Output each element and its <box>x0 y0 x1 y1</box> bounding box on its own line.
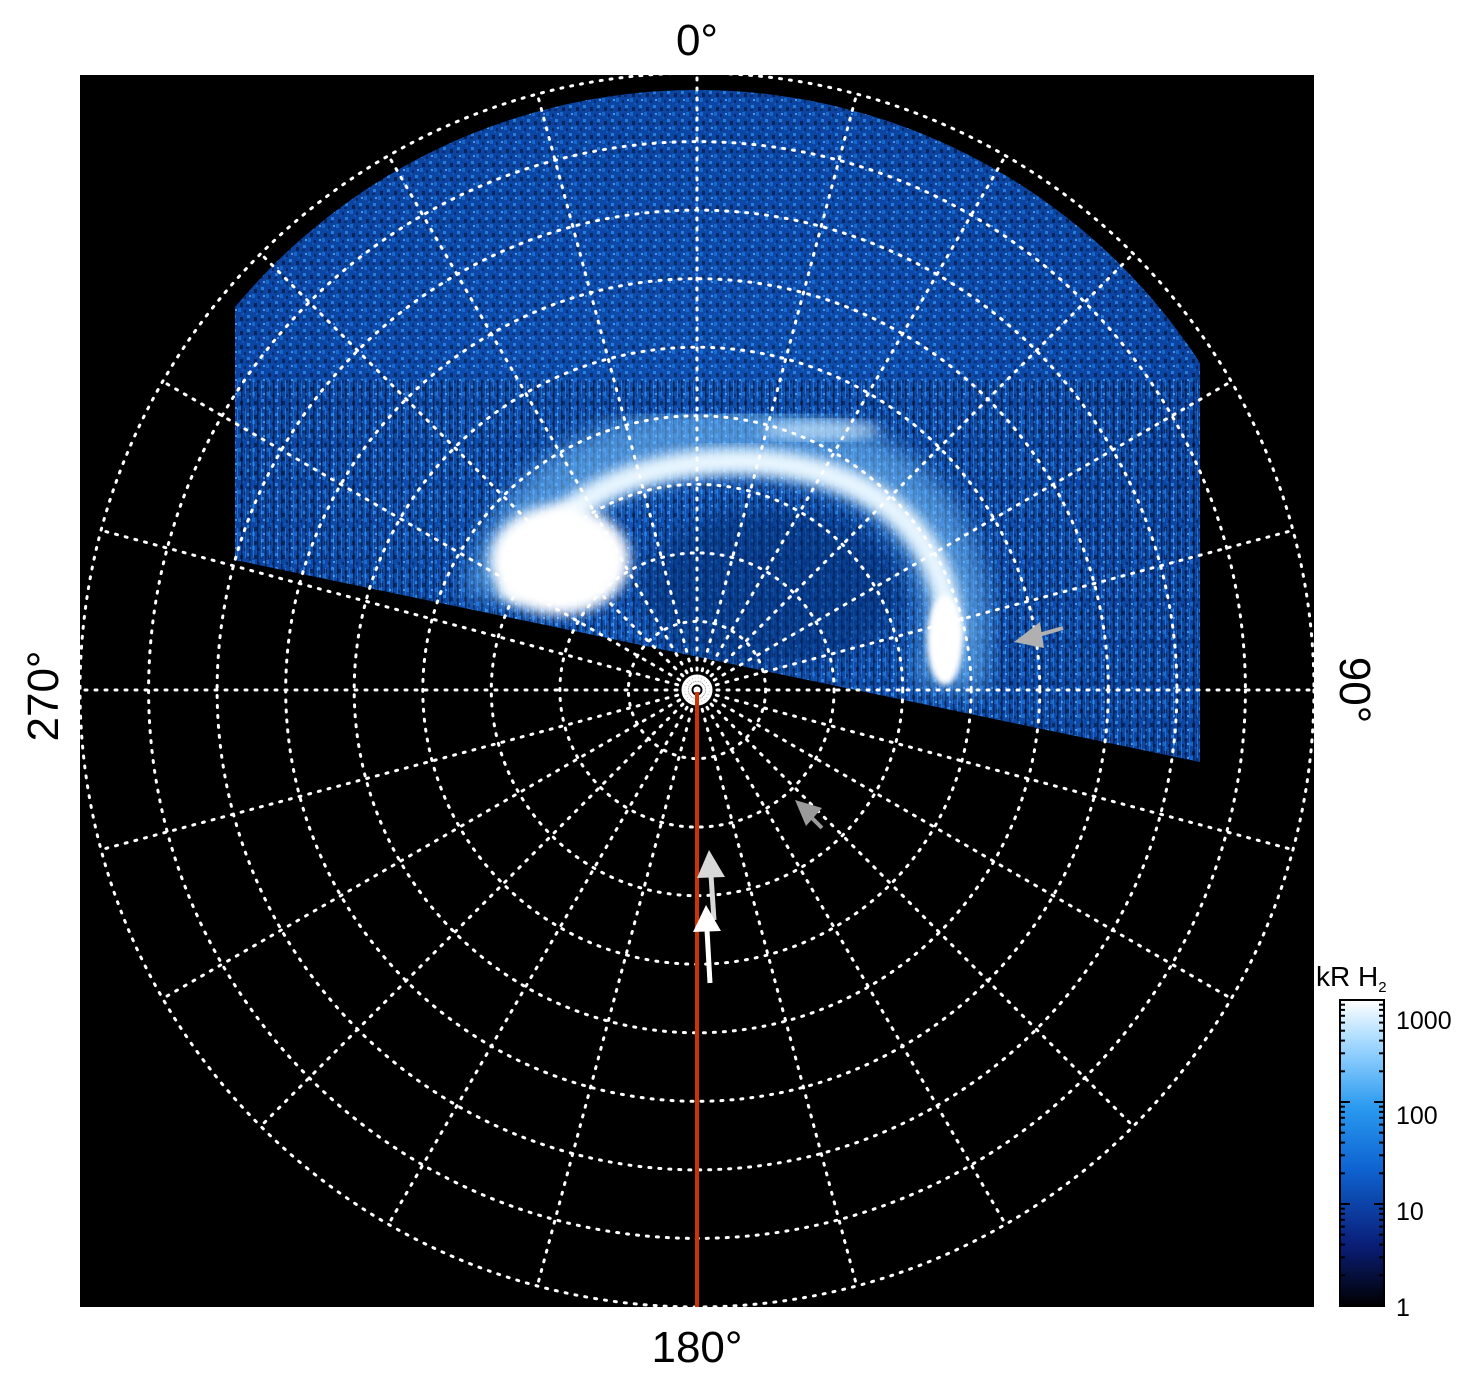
colorbar: kR H2 1000 100 10 1 <box>1316 961 1452 1322</box>
colorbar-tick-1000: 1000 <box>1396 1007 1452 1035</box>
arrow-dawn-oval <box>1014 622 1064 648</box>
longitude-spoke <box>535 688 699 1288</box>
colorbar-gradient <box>1339 999 1385 1307</box>
longitude-spoke <box>695 688 1233 1000</box>
longitude-spoke <box>695 252 1135 692</box>
label-180-deg: 180° <box>651 1323 742 1372</box>
longitude-spoke <box>387 154 699 692</box>
colorbar-tick-100: 100 <box>1396 1102 1438 1130</box>
longitude-spoke <box>259 252 699 692</box>
label-270-deg: 270° <box>19 650 68 741</box>
arrow-upper <box>697 850 725 921</box>
annotation-arrows <box>693 622 1064 984</box>
longitude-spoke <box>695 154 1007 692</box>
longitude-spoke <box>695 688 859 1288</box>
colorbar-tick-10: 10 <box>1396 1198 1424 1226</box>
colorbar-title: kR H2 <box>1316 961 1387 996</box>
label-0-deg: 0° <box>676 16 718 65</box>
colorbar-title-main: kR H <box>1316 961 1378 992</box>
longitude-spoke <box>387 688 699 1226</box>
label-90-deg: 90° <box>1330 657 1379 724</box>
longitude-spoke <box>161 688 699 1000</box>
arrow-polar-feature <box>795 800 824 830</box>
longitude-spoke <box>695 380 1233 692</box>
longitude-spoke <box>695 688 1295 852</box>
longitude-spoke <box>695 688 1007 1226</box>
longitude-spoke <box>99 528 699 692</box>
colorbar-title-subscript: 2 <box>1378 979 1386 996</box>
longitude-spoke <box>259 688 699 1128</box>
longitude-spoke <box>535 92 699 692</box>
colorbar-tick-1: 1 <box>1396 1294 1410 1322</box>
longitude-spoke <box>695 92 859 692</box>
latitude-ring <box>558 551 836 829</box>
arrow-lower <box>693 905 721 984</box>
longitude-spoke <box>161 380 699 692</box>
longitude-spoke <box>695 688 1135 1128</box>
longitude-spoke <box>695 528 1295 692</box>
longitude-spoke <box>99 688 699 852</box>
